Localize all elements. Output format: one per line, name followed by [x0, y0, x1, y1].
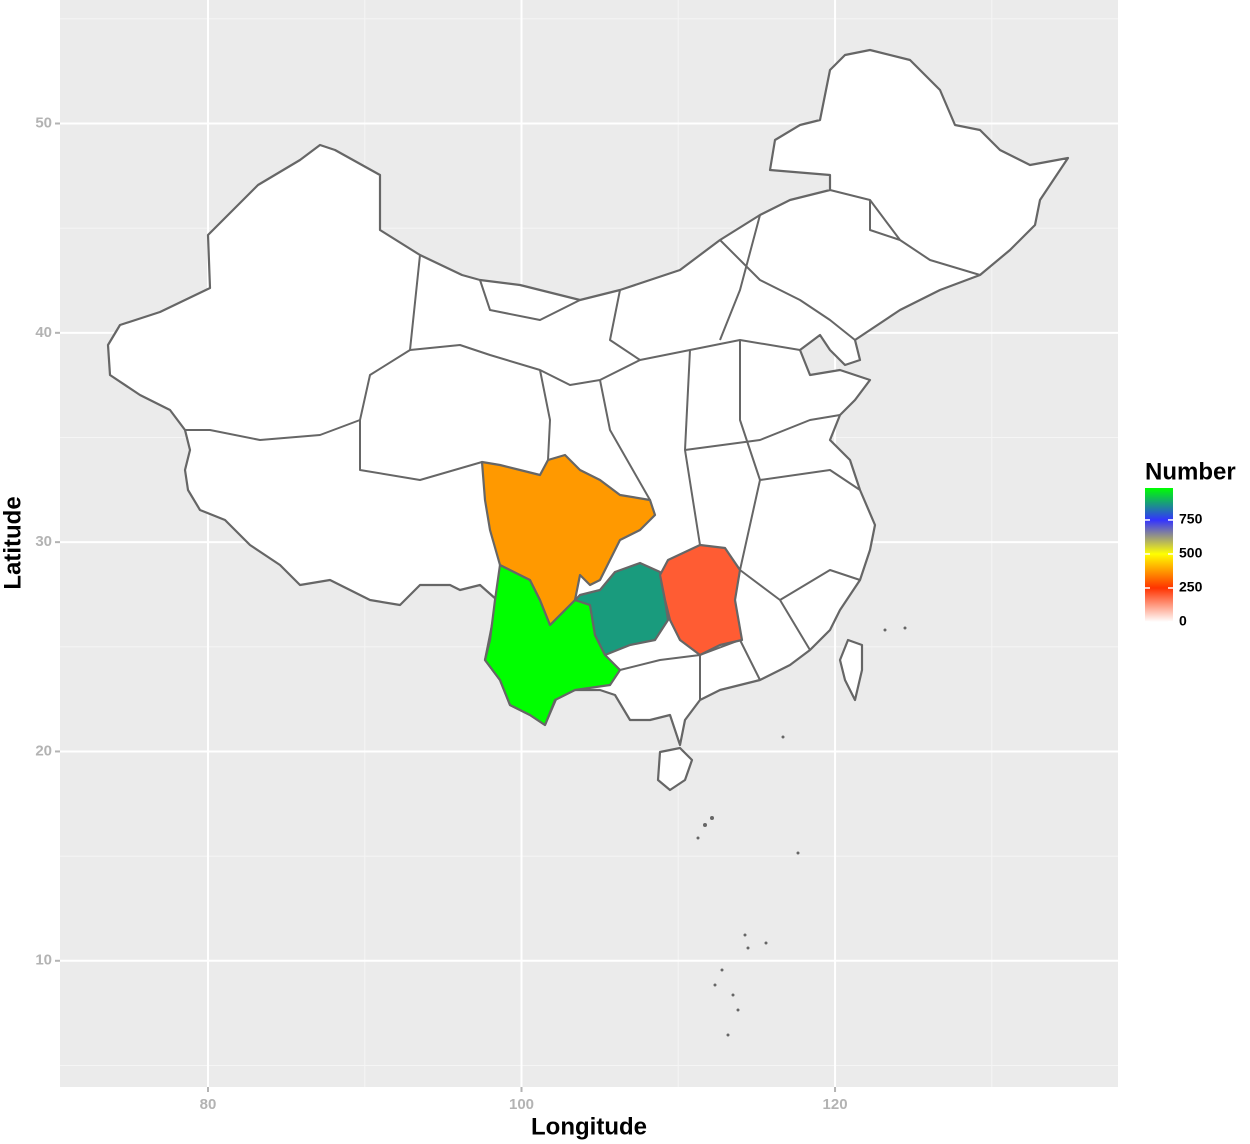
legend-tick-label: 500: [1179, 545, 1203, 561]
legend-tick-label: 250: [1179, 579, 1203, 595]
legend: 0 250 500 750: [1145, 488, 1203, 629]
legend-tick-label: 0: [1179, 613, 1187, 629]
y-tick-label: 30: [35, 533, 52, 550]
y-tick-label: 40: [35, 324, 52, 341]
y-tick-label: 20: [35, 742, 52, 759]
legend-colorbar: [1145, 488, 1173, 622]
island: [656, 746, 694, 792]
legend-tick-label: 750: [1179, 511, 1203, 527]
island: [838, 638, 864, 702]
y-axis-title: Latitude: [0, 496, 26, 589]
map: [106, 48, 1070, 1037]
x-tick-label: 80: [200, 1096, 217, 1113]
x-axis-title: Longitude: [531, 1113, 647, 1140]
x-tick-label: 100: [509, 1096, 534, 1113]
island-dots: [696, 626, 907, 1037]
legend-title: Number: [1145, 458, 1236, 485]
x-tick-label: 120: [823, 1096, 848, 1113]
y-tick-label: 10: [35, 952, 52, 969]
province-border: [185, 339, 801, 441]
province-border: [359, 189, 981, 700]
region: [658, 543, 744, 657]
y-tick-label: 50: [35, 114, 52, 131]
region: [480, 453, 657, 627]
